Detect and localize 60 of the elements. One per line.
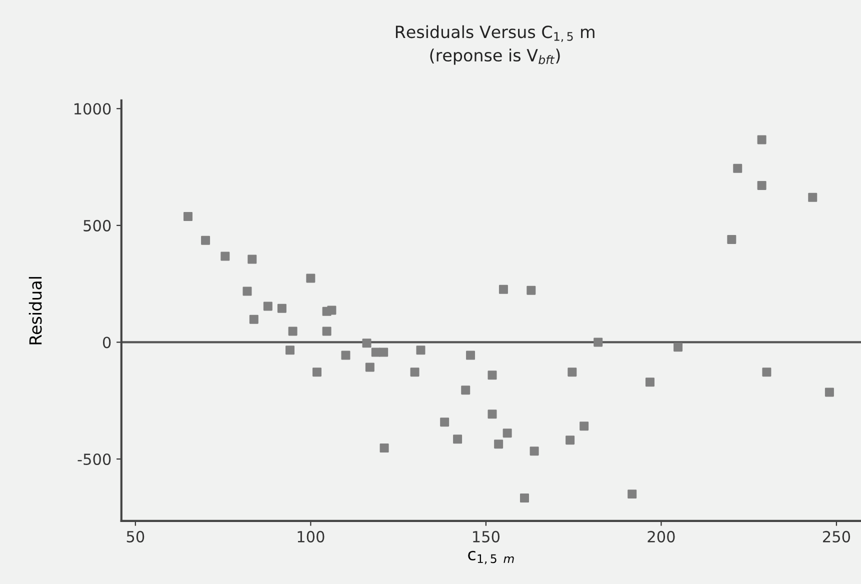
point <box>727 234 736 244</box>
point <box>379 348 388 357</box>
point <box>488 370 497 380</box>
point <box>466 350 476 360</box>
x-tick-label: 150 <box>473 530 500 542</box>
x-axis-title: c$_{1,5 m}$ <box>468 550 514 564</box>
point <box>201 236 210 245</box>
point <box>440 418 450 427</box>
point <box>248 254 257 264</box>
point <box>580 422 589 431</box>
chart-subtitle: (reponse is V$_{bft}$) <box>430 48 560 65</box>
point <box>380 444 389 453</box>
point <box>461 386 470 395</box>
point <box>594 338 603 347</box>
point <box>824 388 834 397</box>
point <box>494 440 504 449</box>
point <box>674 342 683 352</box>
point <box>322 326 332 336</box>
point <box>520 494 529 503</box>
x-tick-label: 100 <box>298 530 324 542</box>
point <box>184 212 192 222</box>
point <box>453 434 462 444</box>
point <box>312 368 322 377</box>
point <box>808 192 818 202</box>
y-axis-title: Residual <box>28 277 42 344</box>
point <box>757 135 766 144</box>
x-tick-label: 50 <box>126 530 144 542</box>
point <box>530 446 539 456</box>
point <box>277 304 286 313</box>
x-tick-label: 250 <box>823 530 850 542</box>
point <box>757 180 766 190</box>
point <box>220 252 230 261</box>
point <box>568 368 577 377</box>
point <box>306 274 316 283</box>
point <box>502 428 512 438</box>
point <box>526 286 536 295</box>
y-tick-label: 1000 <box>74 103 111 115</box>
y-tick-label: 500 <box>84 220 111 232</box>
point <box>365 362 374 372</box>
y-tick-label: -500 <box>78 453 111 466</box>
point <box>645 378 654 387</box>
point <box>288 326 298 336</box>
y-tick-label: 0 <box>102 336 111 348</box>
point <box>410 368 420 377</box>
point <box>733 164 742 173</box>
point <box>341 350 350 360</box>
point <box>362 338 372 348</box>
x-tick-label: 200 <box>648 530 675 542</box>
point <box>242 286 252 296</box>
point <box>249 314 258 324</box>
point <box>327 306 336 315</box>
point <box>488 410 497 419</box>
point <box>416 346 426 355</box>
chart-title: Residuals Versus C$_{1,5}$ m <box>396 25 594 42</box>
point <box>762 368 772 377</box>
point <box>263 302 272 311</box>
point <box>286 346 294 355</box>
point <box>566 436 575 445</box>
point <box>498 284 508 294</box>
point <box>628 490 637 499</box>
